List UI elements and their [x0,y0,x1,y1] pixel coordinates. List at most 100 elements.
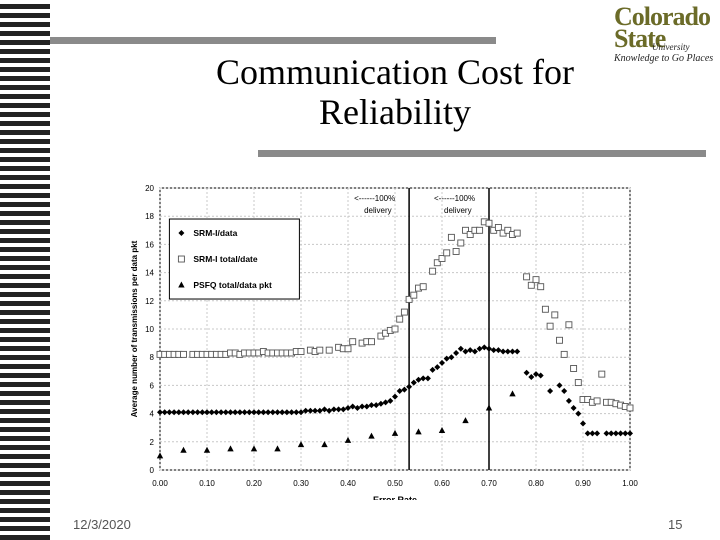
srm-total-point [368,338,375,346]
srm-total-point [532,276,540,284]
stripe-bar [0,40,50,45]
srm-total-point [391,325,399,333]
stripe-bar [0,508,50,513]
srm-total-point [396,315,404,323]
stripe-bar [0,445,50,450]
srm-data-point [302,407,309,414]
delivery-annotation-line1: <------100% [354,194,395,203]
stripe-bar [0,373,50,378]
stripe-bar [0,31,50,36]
srm-total-point [476,226,484,234]
y-tick-label: 16 [145,240,154,249]
srm-data-point [204,409,210,416]
y-tick-label: 0 [150,466,155,475]
srm-data-point [349,403,356,410]
stripe-bar [0,49,50,54]
srm-data-point [575,410,582,417]
srm-data-point [401,386,408,393]
srm-data-point [410,379,417,386]
srm-data-point [608,430,615,437]
srm-data-point [617,430,624,437]
top-rule [50,37,496,44]
srm-data-point [288,409,295,416]
srm-data-point [457,345,464,352]
stripe-bar [0,202,50,207]
stripe-bar [0,13,50,18]
slide-title: Communication Cost for Reliability [150,52,640,132]
x-tick-label: 0.50 [387,479,403,488]
srm-total-point [626,404,634,412]
srm-data-point [523,369,530,376]
srm-data-point [265,409,272,416]
communication-cost-chart: 0 2 4 6 8 10 12 14 16 18 20 0.00 0.10 0.20 0.30 0.40 0.5… [130,184,638,500]
srm-data-point [218,409,225,416]
srm-data-point [434,364,441,371]
y-tick-label: 14 [145,269,154,278]
srm-data-point [547,388,554,395]
srm-data-point [340,406,347,413]
psfq-point [391,429,399,436]
stripe-bar [0,337,50,342]
srm-total-point [325,346,333,354]
psfq-point [250,445,258,452]
srm-total-point [527,281,535,289]
stripe-bar [0,220,50,225]
x-tick-label: 1.00 [622,479,638,488]
srm-data-point [157,409,163,416]
srm-total-point [556,336,563,344]
stripe-bar [0,103,50,108]
legend-srm-data-label: SRM-I/data [193,228,237,238]
stripe-bar [0,112,50,117]
srm-total-point [180,350,187,358]
x-tick-label: 0.60 [434,479,450,488]
stripe-bar [0,481,50,486]
srm-data-point [570,404,577,411]
srm-total-point [457,239,465,247]
srm-data-point [556,382,563,389]
srm-total-point [438,255,446,262]
srm-data-point [424,375,431,382]
srm-total-point [405,295,413,303]
srm-total-point [551,311,559,319]
stripe-bar [0,274,50,279]
srm-data-point [533,371,539,378]
stripe-bar [0,526,50,531]
srm-data-point [298,409,304,416]
stripe-bar [0,157,50,162]
legend-srm-total-label: SRM-I total/date [193,254,257,264]
delivery-annotation-line1: <------100% [434,194,475,203]
srm-data-point [274,409,281,416]
srm-total-point [447,233,455,241]
srm-total-point [565,321,573,329]
legend-srm-total-marker [177,255,185,263]
stripe-bar [0,364,50,369]
y-tick-label: 2 [150,438,155,447]
srm-data-point [335,406,342,413]
left-stripe-decoration [0,0,50,540]
srm-data-point [504,348,511,355]
psfq-point [368,432,375,439]
stripe-bar [0,85,50,90]
srm-data-point [185,409,192,416]
srm-data-point [396,388,403,395]
stripe-bar [0,409,50,414]
stripe-bar [0,292,50,297]
srm-data-point [345,404,351,411]
y-tick-label: 18 [145,212,154,221]
y-tick-label: 10 [145,325,154,334]
stripe-bar [0,418,50,423]
logo-tagline: Knowledge to Go Places [614,53,714,64]
srm-total-point [297,348,305,356]
srm-data-point [584,430,591,437]
stripe-bar [0,400,50,405]
srm-data-point [603,430,610,437]
stripe-bar [0,382,50,387]
stripe-bar [0,4,50,9]
srm-data-point [514,348,521,355]
stripe-bar [0,472,50,477]
srm-data-point [415,376,422,383]
srm-data-point [246,409,253,416]
srm-data-point [429,366,436,373]
srm-data-point [227,409,234,416]
stripe-bar [0,148,50,153]
